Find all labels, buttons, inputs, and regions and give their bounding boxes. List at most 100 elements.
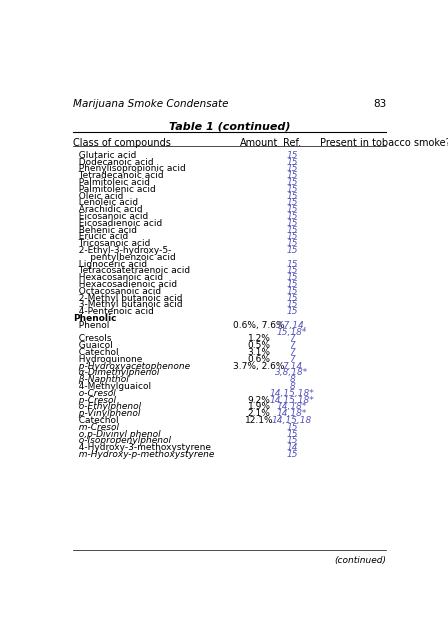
Text: Palmitoleic acid: Palmitoleic acid bbox=[73, 178, 150, 187]
Text: Table 1 (continued): Table 1 (continued) bbox=[169, 121, 290, 131]
Text: 83: 83 bbox=[373, 99, 386, 109]
Text: 7: 7 bbox=[289, 355, 295, 364]
Text: 15: 15 bbox=[286, 266, 298, 275]
Text: 15: 15 bbox=[286, 150, 298, 160]
Text: Behenic acid: Behenic acid bbox=[73, 225, 137, 234]
Text: 15: 15 bbox=[286, 436, 298, 445]
Text: 15: 15 bbox=[286, 300, 298, 309]
Text: (continued): (continued) bbox=[334, 556, 386, 565]
Text: 14,15,18: 14,15,18 bbox=[272, 416, 312, 425]
Text: Class of compounds: Class of compounds bbox=[73, 138, 171, 148]
Text: 3-Methyl butanoic acid: 3-Methyl butanoic acid bbox=[73, 300, 183, 309]
Text: 15: 15 bbox=[286, 260, 298, 269]
Text: o-Cresol: o-Cresol bbox=[73, 388, 116, 397]
Text: Dodecanoic acid: Dodecanoic acid bbox=[73, 157, 154, 166]
Text: 15: 15 bbox=[286, 164, 298, 173]
Text: 15: 15 bbox=[286, 225, 298, 234]
Text: Eicosanoic acid: Eicosanoic acid bbox=[73, 212, 148, 221]
Text: Lenoleic acid: Lenoleic acid bbox=[73, 198, 138, 207]
Text: Tetradecanoic acid: Tetradecanoic acid bbox=[73, 171, 164, 180]
Text: Arachidic acid: Arachidic acid bbox=[73, 205, 142, 214]
Text: Present in tobacco smoke?: Present in tobacco smoke? bbox=[320, 138, 448, 148]
Text: 15: 15 bbox=[286, 450, 298, 459]
Text: Hexacosanoic acid: Hexacosanoic acid bbox=[73, 273, 163, 282]
Text: 15: 15 bbox=[286, 178, 298, 187]
Text: 7: 7 bbox=[289, 348, 295, 357]
Text: 15: 15 bbox=[286, 273, 298, 282]
Text: Phenol: Phenol bbox=[73, 321, 109, 330]
Text: 15,18*: 15,18* bbox=[277, 328, 307, 337]
Text: 7: 7 bbox=[289, 341, 295, 350]
Text: 15: 15 bbox=[286, 246, 298, 255]
Text: 0.6%, 7.6%: 0.6%, 7.6% bbox=[233, 321, 285, 330]
Text: Phenolic: Phenolic bbox=[73, 314, 116, 323]
Text: 14: 14 bbox=[286, 443, 298, 452]
Text: p-Cresol: p-Cresol bbox=[73, 396, 116, 404]
Text: 15: 15 bbox=[286, 239, 298, 248]
Text: 15: 15 bbox=[286, 232, 298, 241]
Text: Eicosadienoic acid: Eicosadienoic acid bbox=[73, 219, 162, 228]
Text: 15: 15 bbox=[286, 280, 298, 289]
Text: Hexacosadienoic acid: Hexacosadienoic acid bbox=[73, 280, 177, 289]
Text: 15: 15 bbox=[286, 294, 298, 303]
Text: 15: 15 bbox=[286, 191, 298, 200]
Text: m-Cresol: m-Cresol bbox=[73, 423, 119, 432]
Text: p-Vinylphenol: p-Vinylphenol bbox=[73, 409, 140, 418]
Text: o,p-Divinyl phenol: o,p-Divinyl phenol bbox=[73, 429, 161, 438]
Text: α-Dimethylphenol: α-Dimethylphenol bbox=[73, 369, 159, 378]
Text: Marijuana Smoke Condensate: Marijuana Smoke Condensate bbox=[73, 99, 228, 109]
Text: β-Naphthol: β-Naphthol bbox=[73, 375, 129, 384]
Text: 14,15,18*: 14,15,18* bbox=[270, 388, 314, 397]
Text: 3.7%, 2.6%: 3.7%, 2.6% bbox=[233, 362, 285, 371]
Text: 2.1%: 2.1% bbox=[248, 409, 271, 418]
Text: 3.1%: 3.1% bbox=[248, 348, 271, 357]
Text: Lignoceric acid: Lignoceric acid bbox=[73, 260, 147, 269]
Text: 1.9%: 1.9% bbox=[248, 403, 271, 412]
Text: 14,18*: 14,18* bbox=[277, 409, 307, 418]
Text: 7: 7 bbox=[289, 334, 295, 343]
Text: o-Ethylphenol: o-Ethylphenol bbox=[73, 403, 141, 412]
Text: 15: 15 bbox=[286, 423, 298, 432]
Text: p-Hydroxyacetophenone: p-Hydroxyacetophenone bbox=[73, 362, 190, 371]
Text: 15: 15 bbox=[286, 157, 298, 166]
Text: 15: 15 bbox=[286, 185, 298, 194]
Text: 8: 8 bbox=[289, 375, 295, 384]
Text: Oleic acid: Oleic acid bbox=[73, 191, 123, 200]
Text: 1.2%: 1.2% bbox=[248, 334, 271, 343]
Text: 4-Hydroxy-3-methoxystyrene: 4-Hydroxy-3-methoxystyrene bbox=[73, 443, 211, 452]
Text: Ref.: Ref. bbox=[283, 138, 301, 148]
Text: 15: 15 bbox=[286, 429, 298, 438]
Text: 15: 15 bbox=[286, 171, 298, 180]
Text: 3,7,14,: 3,7,14, bbox=[276, 321, 308, 330]
Text: 14,18*: 14,18* bbox=[277, 403, 307, 412]
Text: pentylbenzoic acid: pentylbenzoic acid bbox=[73, 253, 176, 262]
Text: Palmitolenic acid: Palmitolenic acid bbox=[73, 185, 156, 194]
Text: Amount: Amount bbox=[240, 138, 278, 148]
Text: 15: 15 bbox=[286, 198, 298, 207]
Text: m-Hydroxy-p-methoxystyrene: m-Hydroxy-p-methoxystyrene bbox=[73, 450, 215, 459]
Text: o-Isopropenylphenol: o-Isopropenylphenol bbox=[73, 436, 171, 445]
Text: Phenylisopropionic acid: Phenylisopropionic acid bbox=[73, 164, 186, 173]
Text: Glutaric acid: Glutaric acid bbox=[73, 150, 136, 160]
Text: 3,8,18*: 3,8,18* bbox=[276, 369, 309, 378]
Text: 8: 8 bbox=[289, 382, 295, 391]
Text: 4-Methylguaicol: 4-Methylguaicol bbox=[73, 382, 151, 391]
Text: Tetracosatetraenoic acid: Tetracosatetraenoic acid bbox=[73, 266, 190, 275]
Text: Cresols: Cresols bbox=[73, 334, 112, 343]
Text: Catechol: Catechol bbox=[73, 416, 119, 425]
Text: 15: 15 bbox=[286, 212, 298, 221]
Text: 4-Pentenoic acid: 4-Pentenoic acid bbox=[73, 307, 154, 316]
Text: 7,14: 7,14 bbox=[282, 362, 302, 371]
Text: Erucic acid: Erucic acid bbox=[73, 232, 128, 241]
Text: 15: 15 bbox=[286, 287, 298, 296]
Text: Hydroquinone: Hydroquinone bbox=[73, 355, 142, 364]
Text: 15: 15 bbox=[286, 205, 298, 214]
Text: Guaicol: Guaicol bbox=[73, 341, 113, 350]
Text: 2-Methyl butanoic acid: 2-Methyl butanoic acid bbox=[73, 294, 182, 303]
Text: 9.2%: 9.2% bbox=[248, 396, 271, 404]
Text: 15: 15 bbox=[286, 219, 298, 228]
Text: Tricosanoic acid: Tricosanoic acid bbox=[73, 239, 151, 248]
Text: 0.6%: 0.6% bbox=[248, 355, 271, 364]
Text: Octacosanoic acid: Octacosanoic acid bbox=[73, 287, 161, 296]
Text: Catechol: Catechol bbox=[73, 348, 119, 357]
